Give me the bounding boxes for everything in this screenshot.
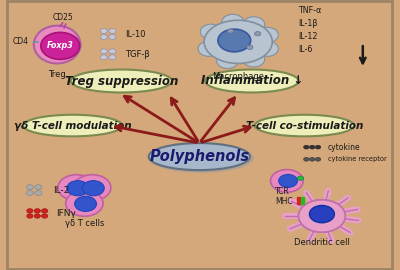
Text: IL-2: IL-2 [53,185,70,195]
Ellipse shape [204,20,272,63]
Text: TNF-α: TNF-α [298,6,322,15]
Text: Inflammation ↓: Inflammation ↓ [201,75,303,87]
Circle shape [310,157,315,161]
Circle shape [297,176,304,180]
Text: Dendritic cell: Dendritic cell [294,238,350,247]
Circle shape [100,35,107,39]
Text: IL-10: IL-10 [125,29,146,39]
Circle shape [100,49,107,54]
Circle shape [42,214,48,218]
Text: cytokine: cytokine [328,143,360,152]
Text: IL-12: IL-12 [298,32,318,41]
Ellipse shape [71,69,172,92]
Circle shape [256,27,278,42]
Circle shape [66,190,103,216]
Circle shape [58,175,95,201]
Circle shape [243,17,265,32]
Circle shape [217,53,238,68]
Text: Treg: Treg [48,70,66,79]
Circle shape [100,55,107,60]
Circle shape [279,174,297,187]
Circle shape [100,29,107,33]
Circle shape [298,200,345,232]
Text: IFNγ: IFNγ [56,209,76,218]
Circle shape [304,145,309,149]
Ellipse shape [34,26,80,63]
Circle shape [247,45,253,49]
Bar [301,197,304,204]
Circle shape [41,32,80,59]
Text: γδ T-cell modulation: γδ T-cell modulation [14,120,132,131]
Circle shape [109,35,116,39]
Circle shape [26,185,33,190]
Ellipse shape [255,115,354,136]
Circle shape [310,145,315,149]
Text: CD4: CD4 [12,37,28,46]
Text: T-cell co-stimulation: T-cell co-stimulation [246,120,363,131]
Ellipse shape [149,143,254,173]
Circle shape [82,181,104,196]
Ellipse shape [205,69,298,92]
Bar [297,197,300,204]
Circle shape [222,14,244,29]
Text: MHC: MHC [275,197,293,206]
Text: cytokine receptor: cytokine receptor [328,156,386,162]
Circle shape [310,205,334,223]
Circle shape [298,200,345,232]
Circle shape [256,41,278,56]
Circle shape [315,145,321,149]
Circle shape [218,29,251,52]
Circle shape [270,170,303,192]
Circle shape [198,41,220,56]
Text: CD25: CD25 [52,13,73,22]
Text: Macrophage: Macrophage [212,72,264,80]
Circle shape [42,209,48,213]
Circle shape [74,175,111,201]
Circle shape [34,209,40,213]
Circle shape [254,32,261,36]
Text: TCR: TCR [275,187,290,196]
Circle shape [109,29,116,33]
Text: γδ T cells: γδ T cells [65,219,104,228]
Text: TGF-β: TGF-β [125,50,150,59]
Text: Treg suppression: Treg suppression [65,75,178,87]
Circle shape [109,55,116,60]
Circle shape [243,52,265,67]
Circle shape [200,24,222,39]
Circle shape [34,214,40,218]
Circle shape [75,196,96,211]
Text: IL-1β: IL-1β [298,19,318,28]
Circle shape [315,157,321,161]
Circle shape [35,185,42,190]
Circle shape [109,49,116,54]
Circle shape [67,181,89,196]
Circle shape [27,209,33,213]
Text: Foxp3: Foxp3 [47,41,74,50]
Circle shape [304,157,309,161]
Ellipse shape [149,143,250,170]
Circle shape [227,29,234,33]
Circle shape [35,191,42,195]
Text: Polyphenols: Polyphenols [149,149,249,164]
Circle shape [27,214,33,218]
Ellipse shape [23,115,122,136]
Circle shape [26,191,33,195]
Text: IL-6: IL-6 [298,45,313,54]
